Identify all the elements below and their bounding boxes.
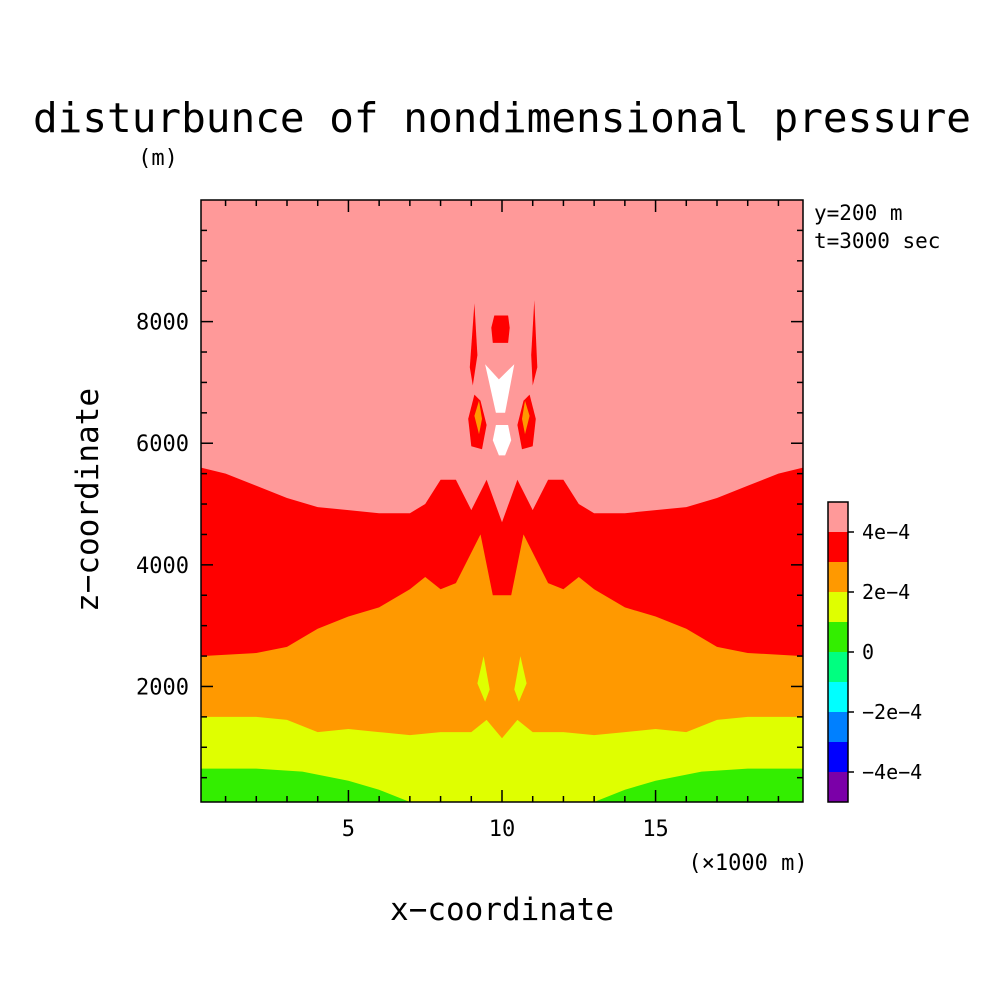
y-tick-label: 8000 (136, 311, 189, 336)
contour-band-0 (201, 768, 803, 802)
colorbar-swatch (828, 772, 848, 803)
colorbar-label: 4e−4 (862, 520, 910, 544)
colorbar-swatch (828, 622, 848, 653)
colorbar-swatch (828, 562, 848, 593)
contour-cell-3 (485, 364, 515, 413)
colorbar-swatch (828, 532, 848, 563)
contour-cell-1 (531, 300, 538, 386)
colorbar-label: 2e−4 (862, 580, 910, 604)
colorbar-swatch (828, 682, 848, 713)
colorbar-label: −2e−4 (862, 700, 922, 724)
contour-cell-7 (522, 400, 530, 435)
y-tick-label: 4000 (136, 554, 189, 579)
annotation-y: y=200 m (814, 201, 903, 225)
x-tick-label: 10 (489, 817, 516, 842)
x-axis-label: x−coordinate (390, 892, 614, 928)
contour-cell-9 (477, 656, 490, 702)
colorbar-label: 0 (862, 640, 874, 664)
contour-cell-0 (469, 303, 478, 386)
x-tick-label: 5 (342, 817, 355, 842)
y-tick-label: 6000 (136, 432, 189, 457)
colorbar-swatch (828, 712, 848, 743)
contour-cell-2 (491, 315, 510, 343)
x-axis-unit: (×1000 m) (688, 851, 807, 876)
y-axis-unit: (m) (138, 146, 178, 171)
contour-cell-6 (474, 400, 482, 435)
y-axis-label: z−coordinate (70, 388, 106, 612)
colorbar-label: −4e−4 (862, 760, 922, 784)
contour-cell-10 (514, 656, 527, 702)
x-tick-label: 15 (642, 817, 669, 842)
colorbar-swatch (828, 592, 848, 623)
contour-cell-8 (492, 425, 512, 456)
colorbar-swatch (828, 742, 848, 773)
chart-title: disturbunce of nondimensional pressure (33, 94, 971, 142)
colorbar-swatch (828, 502, 848, 533)
colorbar-swatch (828, 652, 848, 683)
annotation-t: t=3000 sec (814, 229, 940, 253)
y-tick-label: 2000 (136, 675, 189, 700)
contour-band-1 (201, 716, 803, 802)
